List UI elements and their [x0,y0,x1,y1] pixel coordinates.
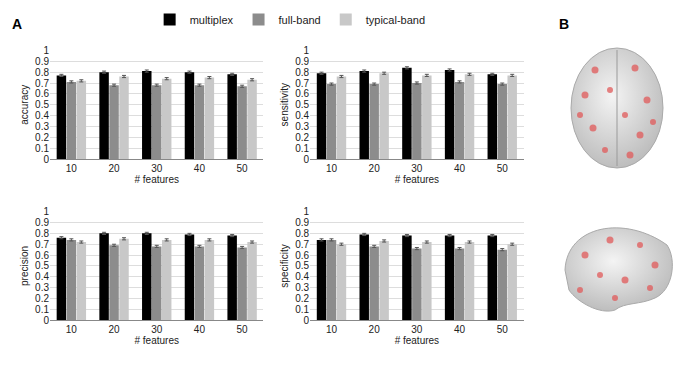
svg-text:0.5: 0.5 [35,99,49,110]
svg-text:specificity: specificity [279,244,290,287]
svg-text:# features: # features [395,174,439,185]
svg-text:0: 0 [304,154,310,165]
svg-text:30: 30 [411,324,423,335]
svg-text:# features: # features [395,335,439,346]
svg-text:# features: # features [134,174,178,185]
svg-text:0.3: 0.3 [295,121,309,132]
svg-text:0.9: 0.9 [35,217,49,228]
svg-text:10: 10 [66,324,78,335]
svg-text:0.6: 0.6 [295,250,309,261]
svg-text:multiplex: multiplex [190,14,234,26]
svg-text:50: 50 [497,324,509,335]
svg-text:0.7: 0.7 [295,239,309,250]
svg-text:full-band: full-band [279,14,321,26]
svg-text:0.1: 0.1 [295,143,309,154]
svg-text:50: 50 [237,163,249,174]
svg-text:20: 20 [369,324,381,335]
svg-text:30: 30 [151,163,163,174]
svg-text:20: 20 [108,163,120,174]
svg-text:0.6: 0.6 [295,88,309,99]
svg-text:0.3: 0.3 [295,282,309,293]
svg-text:accuracy: accuracy [19,85,30,125]
svg-text:0.1: 0.1 [35,304,49,315]
svg-text:0.4: 0.4 [35,110,49,121]
svg-text:B: B [559,16,569,32]
svg-text:# features: # features [134,335,178,346]
svg-text:10: 10 [66,163,78,174]
svg-text:30: 30 [151,324,163,335]
svg-text:40: 40 [454,324,466,335]
svg-text:0.2: 0.2 [295,293,309,304]
svg-text:20: 20 [369,163,381,174]
svg-text:0.7: 0.7 [35,239,49,250]
svg-text:0.5: 0.5 [35,260,49,271]
svg-text:0.2: 0.2 [35,132,49,143]
svg-text:20: 20 [108,324,120,335]
svg-text:0.6: 0.6 [35,250,49,261]
svg-text:1: 1 [304,45,310,56]
svg-text:0.4: 0.4 [295,110,309,121]
svg-text:0.6: 0.6 [35,88,49,99]
svg-text:0.3: 0.3 [35,282,49,293]
svg-text:0.9: 0.9 [295,217,309,228]
svg-text:1: 1 [304,206,310,217]
svg-text:1: 1 [43,45,49,56]
svg-text:0.8: 0.8 [295,228,309,239]
svg-text:40: 40 [194,324,206,335]
svg-text:10: 10 [326,324,338,335]
svg-text:50: 50 [237,324,249,335]
svg-text:precision: precision [19,246,30,286]
svg-text:0.3: 0.3 [35,121,49,132]
svg-text:A: A [12,16,22,32]
svg-text:0.5: 0.5 [295,260,309,271]
svg-text:typical-band: typical-band [366,14,425,26]
svg-text:0.9: 0.9 [295,56,309,67]
svg-text:0: 0 [43,315,49,326]
svg-text:0.8: 0.8 [35,67,49,78]
svg-text:0.9: 0.9 [35,56,49,67]
svg-text:10: 10 [326,163,338,174]
svg-text:40: 40 [454,163,466,174]
svg-text:0.7: 0.7 [295,78,309,89]
svg-text:0: 0 [304,315,310,326]
svg-text:0.4: 0.4 [35,271,49,282]
svg-text:sensitivity: sensitivity [279,83,290,126]
svg-text:0.8: 0.8 [295,67,309,78]
svg-text:0.2: 0.2 [35,293,49,304]
svg-text:0.1: 0.1 [35,143,49,154]
svg-text:0.5: 0.5 [295,99,309,110]
svg-text:0.8: 0.8 [35,228,49,239]
svg-text:40: 40 [194,163,206,174]
svg-text:0.2: 0.2 [295,132,309,143]
svg-text:50: 50 [497,163,509,174]
svg-text:0.1: 0.1 [295,304,309,315]
svg-text:0.4: 0.4 [295,271,309,282]
svg-text:1: 1 [43,206,49,217]
svg-text:0: 0 [43,154,49,165]
svg-text:0.7: 0.7 [35,78,49,89]
svg-text:30: 30 [411,163,423,174]
